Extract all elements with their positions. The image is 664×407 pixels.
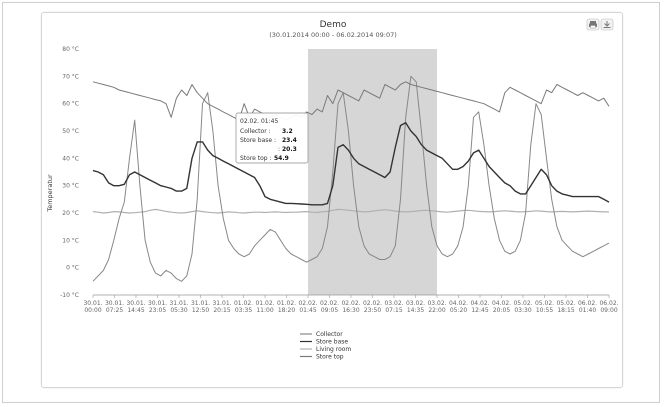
x-tick-time: 16:30 — [342, 307, 359, 314]
x-tick-time: 03:35 — [235, 307, 252, 314]
x-tick-time: 00:00 — [84, 307, 101, 314]
x-tick-time: 11:00 — [256, 307, 273, 314]
x-tick-date: 04.02. — [492, 300, 511, 307]
x-tick-time: 22:00 — [428, 307, 445, 314]
x-tick-time: 23:50 — [364, 307, 381, 314]
page-frame: Demo (30.01.2014 00:00 - 06.02.2014 09:0… — [2, 2, 660, 403]
x-tick-date: 06.02. — [599, 300, 618, 307]
tooltip-row-label: Store base : — [240, 137, 276, 144]
x-tick-time: 14:35 — [407, 307, 424, 314]
x-tick-date: 03.02. — [427, 300, 446, 307]
tooltip-row-value: 20.3 — [282, 146, 297, 153]
x-tick-date: 06.02. — [578, 300, 597, 307]
selection-band — [308, 49, 437, 295]
x-tick-date: 02.02. — [298, 300, 317, 307]
export-button[interactable] — [600, 18, 614, 31]
tooltip-box — [235, 112, 309, 164]
y-tick-label: 50 °C — [62, 128, 79, 135]
x-tick-date: 05.02. — [535, 300, 554, 307]
tooltip-row-value: 54.9 — [274, 155, 289, 162]
x-tick-date: 02.02. — [320, 300, 339, 307]
tooltip-row-label: Collector : — [240, 128, 271, 135]
tooltip-header: 02.02. 01:45 — [240, 118, 278, 125]
x-tick-date: 31.01. — [169, 300, 188, 307]
x-tick-time: 09:00 — [600, 307, 617, 314]
y-tick-label: 70 °C — [62, 73, 79, 80]
x-tick-time: 14:45 — [127, 307, 144, 314]
y-tick-label: 80 °C — [62, 46, 79, 53]
chart-subtitle: (30.01.2014 00:00 - 06.02.2014 09:07) — [269, 31, 397, 39]
tooltip-row-value: 3.2 — [282, 128, 293, 135]
x-tick-date: 01.02. — [255, 300, 274, 307]
y-tick-label: 0 °C — [66, 265, 79, 272]
x-tick-time: 05:30 — [170, 307, 187, 314]
x-tick-date: 04.02. — [470, 300, 489, 307]
tooltip-row-label: : — [278, 146, 280, 153]
x-tick-time: 07:15 — [385, 307, 402, 314]
x-tick-time: 01:45 — [299, 307, 316, 314]
y-tick-label: 20 °C — [62, 210, 79, 217]
x-tick-date: 02.02. — [363, 300, 382, 307]
x-tick-date: 04.02. — [449, 300, 468, 307]
chart-svg: Demo (30.01.2014 00:00 - 06.02.2014 09:0… — [46, 18, 619, 361]
x-tick-time: 03:30 — [514, 307, 531, 314]
x-tick-date: 03.02. — [406, 300, 425, 307]
series-line-living-room — [92, 208, 609, 214]
y-axis-label: Temperatur — [46, 174, 54, 213]
x-tick-date: 01.02. — [234, 300, 253, 307]
x-tick-date: 30.01. — [83, 300, 102, 307]
printer-icon — [589, 21, 597, 29]
x-tick-time: 07:25 — [106, 307, 123, 314]
tooltip-row-label: Store top : — [240, 155, 272, 162]
x-tick-time: 20:15 — [213, 307, 230, 314]
series-line-store-top — [92, 81, 610, 121]
series-line-collector — [92, 75, 610, 282]
x-tick-time: 20:05 — [493, 307, 510, 314]
y-tick-label: 60 °C — [62, 101, 79, 108]
chart-panel: Demo (30.01.2014 00:00 - 06.02.2014 09:0… — [41, 12, 623, 388]
legend-item[interactable]: Collector — [316, 331, 343, 338]
x-tick-date: 01.02. — [277, 300, 296, 307]
x-tick-time: 05:20 — [450, 307, 467, 314]
x-tick-date: 30.01. — [148, 300, 167, 307]
print-button[interactable] — [586, 18, 600, 31]
x-tick-time: 10:55 — [536, 307, 553, 314]
legend-item[interactable]: Living room — [316, 346, 351, 353]
x-tick-time: 01:40 — [579, 307, 596, 314]
x-tick-time: 18:20 — [278, 307, 295, 314]
x-tick-date: 30.01. — [105, 300, 124, 307]
x-tick-date: 31.01. — [212, 300, 231, 307]
x-tick-date: 31.01. — [191, 300, 210, 307]
x-tick-time: 12:45 — [471, 307, 488, 314]
x-tick-time: 12:50 — [192, 307, 209, 314]
x-tick-time: 09:05 — [321, 307, 338, 314]
y-tick-label: 10 °C — [62, 237, 79, 244]
x-tick-time: 23:05 — [149, 307, 166, 314]
download-icon — [603, 21, 611, 28]
y-tick-label: 30 °C — [62, 183, 79, 190]
x-tick-date: 30.01. — [126, 300, 145, 307]
tooltip: 02.02. 01:45 Collector : 3.2 Store base … — [235, 112, 309, 164]
tooltip-row-value: 23.4 — [282, 137, 297, 144]
x-tick-date: 02.02. — [341, 300, 360, 307]
x-tick-date: 05.02. — [556, 300, 575, 307]
y-tick-label: -10 °C — [60, 292, 79, 299]
chart-title: Demo — [320, 20, 347, 30]
x-tick-time: 18:15 — [557, 307, 574, 314]
series-line-store-base — [92, 122, 610, 206]
legend-item[interactable]: Store top — [316, 354, 344, 361]
x-tick-date: 05.02. — [513, 300, 532, 307]
y-tick-label: 40 °C — [62, 155, 79, 162]
legend-item[interactable]: Store base — [316, 339, 348, 346]
x-tick-date: 03.02. — [384, 300, 403, 307]
